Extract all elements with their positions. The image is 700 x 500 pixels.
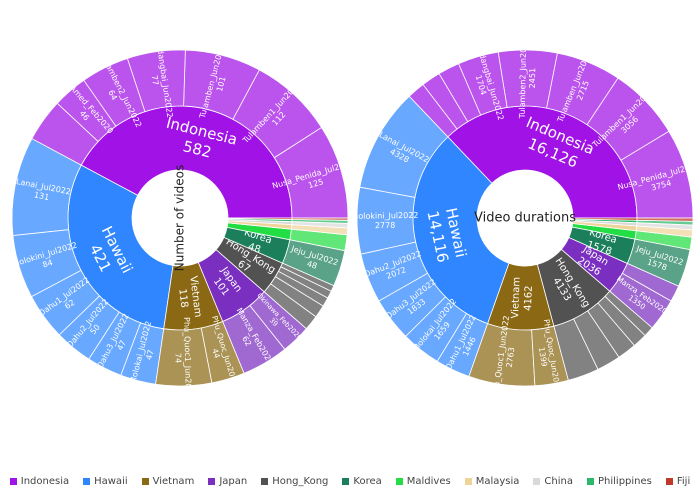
- segment-label: Tulamben2_Jun2022: [518, 38, 528, 120]
- legend-label: Fiji: [676, 475, 691, 487]
- legend-swatch: [141, 477, 149, 485]
- country-value: 48: [246, 242, 261, 256]
- sunburst-2: Nusa_Penida_Jul20223754Tulamben1_Jun2022…: [351, 38, 700, 397]
- segment-label: Phu_Quoc1_Jun2022: [182, 317, 193, 399]
- legend-swatch: [9, 477, 17, 485]
- legend-item-korea[interactable]: Korea: [342, 475, 382, 487]
- segment-value: 2451: [528, 68, 537, 89]
- chart-legend: Indonesia Hawaii Vietnam Japan Hong_Kong Kore…: [0, 472, 700, 490]
- legend-label: Philippines: [597, 475, 652, 487]
- segment-label: Molokini_Jul2022: [351, 211, 418, 221]
- segment-value: 44: [210, 347, 221, 359]
- segment-value: 48: [306, 259, 318, 271]
- sunburst-canvas: Nusa_Penida_Jul2022125Tulamben1_Jun20221…: [11, 38, 700, 398]
- legend-label: Hawaii: [94, 475, 128, 487]
- legend-swatch: [261, 477, 269, 485]
- legend-item-vietnam[interactable]: Vietnam: [141, 475, 195, 487]
- segment-value: 47: [144, 349, 155, 361]
- legend-label: Korea: [353, 475, 382, 487]
- segment-value: 1399: [537, 347, 549, 368]
- segment-value: 2778: [375, 221, 396, 230]
- country-label: Vietnam: [187, 275, 203, 318]
- segment-value: 131: [33, 190, 50, 202]
- center-label: Number of videos: [173, 165, 187, 271]
- legend-item-fiji[interactable]: Fiji: [665, 475, 691, 487]
- segment-value: 47: [115, 339, 128, 352]
- legend-label: Vietnam: [152, 475, 195, 487]
- legend-swatch: [83, 477, 91, 485]
- legend-label: Japan: [219, 475, 248, 487]
- center-label: Video durations: [474, 211, 576, 226]
- country-value: 118: [176, 288, 189, 308]
- legend-swatch: [208, 477, 216, 485]
- segment-unlabeled[interactable]: [636, 217, 694, 222]
- sunburst-1: Nusa_Penida_Jul2022125Tulamben1_Jun20221…: [11, 39, 355, 398]
- legend-swatch: [665, 477, 673, 485]
- country-value: 4162: [523, 285, 535, 311]
- segment-value: 2763: [505, 347, 517, 368]
- legend-item-hawaii[interactable]: Hawaii: [83, 476, 128, 487]
- legend-item-china[interactable]: China: [533, 476, 573, 487]
- legend-label: Maldives: [406, 475, 451, 487]
- segment-value: 101: [215, 76, 228, 93]
- legend-label: Malaysia: [475, 475, 520, 487]
- segment-value: 62: [240, 335, 253, 348]
- legend-swatch: [533, 477, 541, 485]
- legend-swatch: [464, 477, 472, 485]
- segment-value: 84: [41, 258, 53, 270]
- legend-item-hong-kong[interactable]: Hong_Kong: [261, 476, 328, 487]
- legend-label: China: [544, 475, 573, 487]
- legend-swatch: [586, 477, 594, 485]
- legend-swatch: [342, 477, 350, 485]
- legend-item-maldives[interactable]: Maldives: [395, 475, 451, 487]
- legend-item-philippines[interactable]: Philippines: [586, 475, 652, 487]
- legend-item-malaysia[interactable]: Malaysia: [464, 475, 520, 487]
- legend-item-indonesia[interactable]: Indonesia: [9, 475, 70, 487]
- segment-unlabeled[interactable]: [291, 217, 349, 221]
- legend-label: Indonesia: [20, 475, 70, 487]
- segment-value: 125: [307, 177, 324, 190]
- legend-swatch: [395, 477, 403, 485]
- segment-value: 64: [106, 89, 119, 102]
- country-label: Vietnam: [510, 277, 523, 319]
- legend-item-japan[interactable]: Japan: [208, 476, 247, 487]
- segment-value: 39: [268, 316, 280, 328]
- segment-value: 77: [150, 74, 160, 85]
- legend-label: Hong_Kong: [272, 475, 329, 487]
- segment-value: 74: [173, 353, 182, 363]
